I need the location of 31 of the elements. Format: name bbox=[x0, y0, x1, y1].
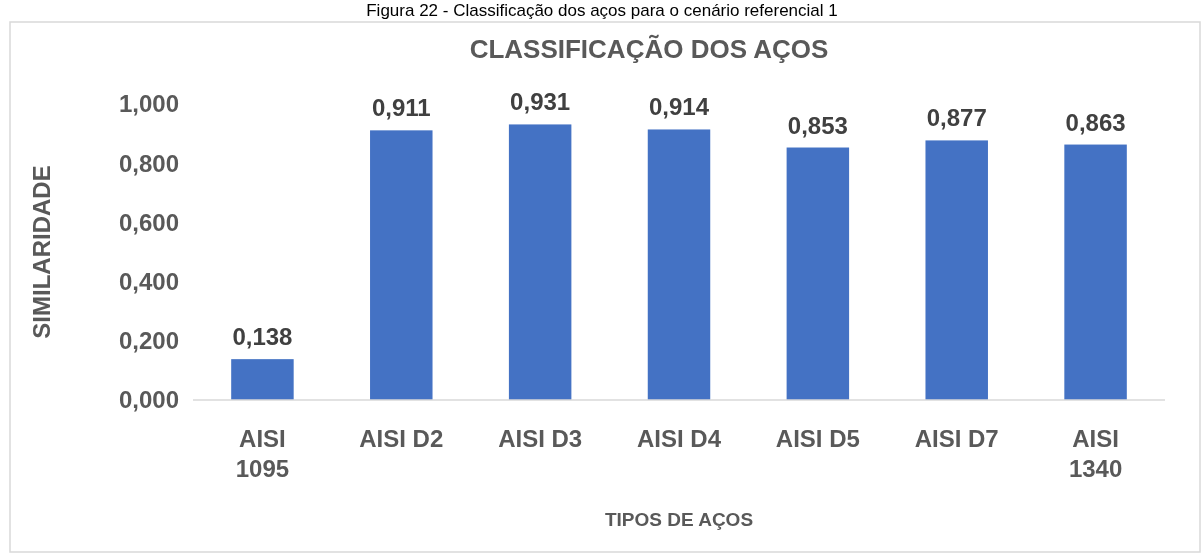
text: Figura 22 - Classificação dos aços para o cenário referencial 1 bbox=[366, 1, 838, 20]
y-tick-label: 1,000 bbox=[118, 90, 179, 118]
data-label: 0,877 bbox=[926, 104, 987, 132]
x-tick-label: AISI D7 bbox=[914, 425, 999, 452]
chart-title: CLASSIFICAÇÃO DOS AÇOS bbox=[469, 34, 829, 64]
bar bbox=[647, 129, 711, 400]
data-label: 0,853 bbox=[787, 111, 848, 139]
x-tick-label: AISI 1340 bbox=[1068, 425, 1123, 482]
bar bbox=[231, 359, 294, 400]
data-label: 0,911 bbox=[371, 94, 431, 122]
data-label: 0,914 bbox=[648, 93, 710, 121]
x-tick-label: AISI D5 bbox=[775, 425, 860, 452]
bar bbox=[925, 140, 988, 400]
data-label: 0,931 bbox=[510, 88, 571, 116]
x-tick-label: AISI D3 bbox=[498, 425, 583, 452]
bar bbox=[370, 130, 433, 400]
y-tick-label: 0,200 bbox=[118, 327, 179, 355]
x-tick-label: AISI D2 bbox=[359, 425, 444, 452]
y-tick-label: 0,400 bbox=[118, 268, 179, 295]
y-tick-label: 0,000 bbox=[118, 386, 179, 414]
bar bbox=[508, 124, 572, 400]
x-axis-title: TIPOS DE AÇOS bbox=[604, 509, 754, 530]
x-tick-label: AISI 1095 bbox=[235, 425, 290, 482]
data-label: 0,863 bbox=[1065, 108, 1126, 136]
bar bbox=[786, 147, 850, 400]
y-tick-label: 0,600 bbox=[118, 208, 179, 236]
x-tick-label: AISI D4 bbox=[636, 425, 722, 452]
data-label: 0,138 bbox=[232, 323, 293, 351]
bar bbox=[1064, 144, 1127, 400]
y-tick-label: 0,800 bbox=[118, 149, 179, 177]
y-axis-title: SIMILARIDADE bbox=[28, 165, 55, 339]
